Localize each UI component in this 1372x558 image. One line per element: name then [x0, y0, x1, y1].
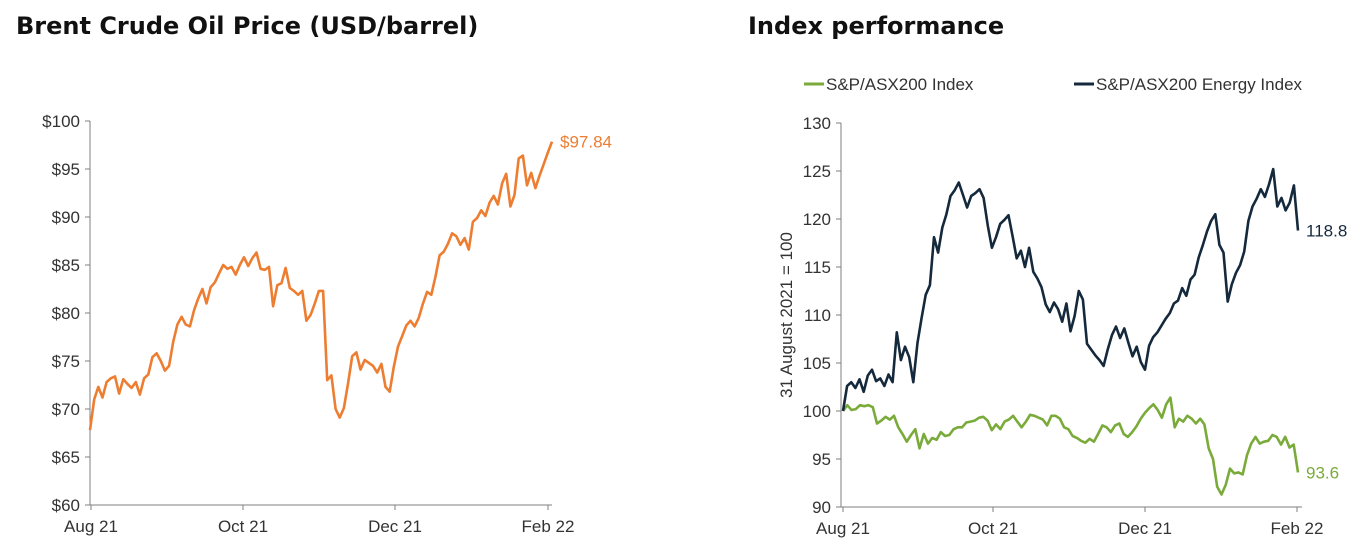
y-tick-label: 95 — [812, 450, 831, 469]
y-tick-label: 90 — [812, 498, 831, 517]
series-line — [88, 141, 554, 431]
series-end-label: 118.8 — [1306, 222, 1347, 241]
series-line — [841, 167, 1300, 412]
y-tick-label: $85 — [52, 256, 80, 275]
y-tick-label: 105 — [803, 354, 831, 373]
y-tick-label: $80 — [52, 304, 80, 323]
x-tick-label: Feb 22 — [522, 517, 575, 536]
chart-title: Index performance — [748, 12, 1005, 40]
series-line — [841, 396, 1300, 496]
y-tick-label: 130 — [803, 114, 831, 133]
x-tick-label: Dec 21 — [1118, 519, 1172, 538]
y-tick-label: $65 — [52, 448, 80, 467]
x-tick-label: Oct 21 — [218, 517, 268, 536]
y-tick-label: 100 — [803, 402, 831, 421]
x-tick-label: Feb 22 — [1271, 519, 1324, 538]
chart-title: Brent Crude Oil Price (USD/barrel) — [16, 12, 479, 40]
series-end-label: $97.84 — [560, 133, 612, 152]
legend-label: S&P/ASX200 Index — [826, 75, 974, 94]
y-tick-label: $70 — [52, 400, 80, 419]
x-tick-label: Dec 21 — [368, 517, 422, 536]
y-tick-label: $75 — [52, 352, 80, 371]
y-tick-label: $100 — [42, 112, 80, 131]
y-tick-label: 110 — [804, 306, 831, 325]
y-tick-label: 125 — [803, 162, 831, 181]
index-performance-chart: 90 95 100 105 110 115 120 125 130 Aug 21 Oct 21 Dec… — [777, 75, 1347, 538]
y-tick-label: $95 — [52, 160, 80, 179]
y-tick-label: 115 — [804, 258, 831, 277]
y-tick-label: $60 — [52, 496, 80, 515]
y-tick-label: 120 — [803, 210, 831, 229]
x-tick-label: Aug 21 — [64, 517, 118, 536]
y-axis-title: 31 August 2021 = 100 — [777, 232, 796, 398]
legend-label: S&P/ASX200 Energy Index — [1096, 75, 1303, 94]
y-tick-label: $90 — [52, 208, 80, 227]
series-end-label: 93.6 — [1306, 463, 1339, 482]
x-tick-label: Aug 21 — [816, 519, 870, 538]
x-tick-label: Oct 21 — [968, 519, 1018, 538]
oil-price-chart: $60 $65 $70 $75 $80 $85 $90 $95 $100 Aug 21 Oct 21… — [42, 112, 612, 536]
